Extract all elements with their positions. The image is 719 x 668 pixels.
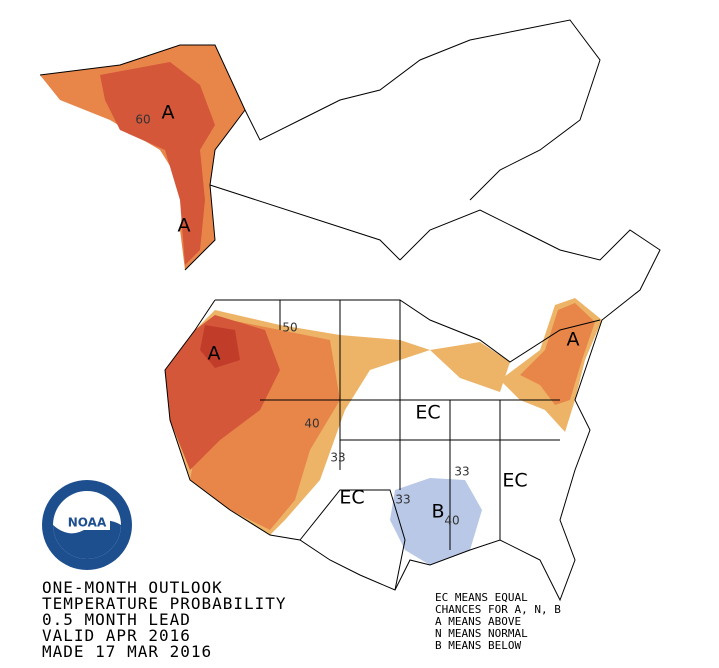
contour-label: 33 (395, 493, 410, 507)
contour-label: 40 (444, 514, 459, 528)
title-line: ONE-MONTH OUTLOOK (42, 578, 223, 597)
map-label: A (567, 329, 580, 351)
contour-label: 33 (330, 451, 345, 465)
title-line: TEMPERATURE PROBABILITY (42, 594, 287, 613)
title-line: 0.5 MONTH LEAD (42, 610, 191, 629)
map-label: EC (502, 470, 527, 492)
noaa-logo: NOAA (42, 480, 132, 570)
borders (39, 19, 661, 602)
legend-line: B MEANS BELOW (435, 639, 521, 652)
map-label: A (162, 102, 175, 124)
title-line: MADE 17 MAR 2016 (42, 642, 212, 661)
legend-line: N MEANS NORMAL (435, 627, 528, 640)
contour-label: 40 (304, 417, 319, 431)
legend-line: EC MEANS EQUAL (435, 591, 528, 604)
map-label: A (208, 343, 221, 365)
map-label: A (178, 215, 191, 237)
legend-line: CHANCES FOR A, N, B (435, 603, 561, 616)
legend-line: A MEANS ABOVE (435, 615, 521, 628)
map-label: EC (339, 487, 364, 509)
logo-text: NOAA (68, 516, 107, 530)
contour-label: 50 (282, 321, 297, 335)
contour-label: 60 (135, 113, 150, 127)
map-label: B (431, 501, 444, 523)
contour-label: 33 (454, 465, 469, 479)
map-label: EC (415, 402, 440, 424)
shading (40, 45, 602, 565)
title-line: VALID APR 2016 (42, 626, 191, 645)
